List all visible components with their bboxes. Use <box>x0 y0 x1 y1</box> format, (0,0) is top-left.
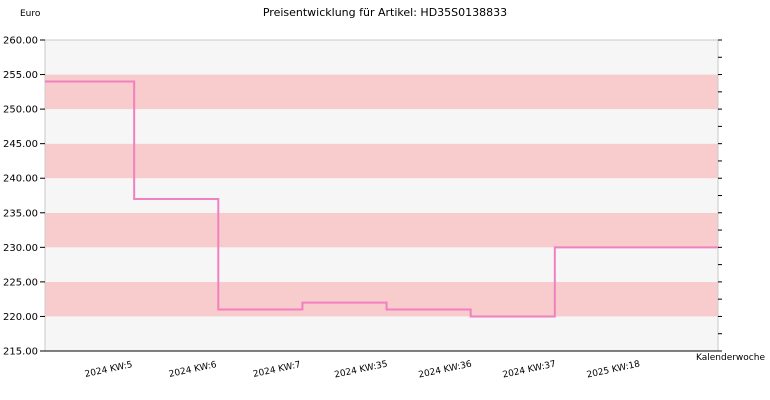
grid-band <box>45 316 718 351</box>
grid-band <box>45 74 718 110</box>
grid-band <box>45 178 718 213</box>
y-tick-label: 220.00 <box>3 312 38 323</box>
y-tick-label: 260.00 <box>3 36 38 47</box>
y-tick-label: 255.00 <box>3 70 38 81</box>
y-tick-label: 235.00 <box>3 208 38 219</box>
chart-title: Preisentwicklung für Artikel: HD35S01388… <box>263 6 507 19</box>
x-tick-label: 2024 KW:37 <box>502 360 557 381</box>
y-tick-label: 230.00 <box>3 243 38 254</box>
grid-band <box>45 40 718 75</box>
price-series-line <box>45 80 718 318</box>
background-bands <box>45 40 718 351</box>
y-tick-label: 225.00 <box>3 277 38 288</box>
grid-band <box>45 281 718 317</box>
grid-band <box>45 109 718 144</box>
y-tick-label: 215.00 <box>3 347 38 358</box>
x-tick-label: 2024 KW:5 <box>84 360 134 380</box>
x-tick-label: 2024 KW:7 <box>252 360 302 380</box>
y-tick-label: 245.00 <box>3 139 38 150</box>
grid-band <box>45 212 718 248</box>
y-axis-label: Euro <box>20 9 41 19</box>
x-tick-labels: 2024 KW:5 2024 KW:6 2024 KW:7 2024 KW:35 202… <box>84 359 641 380</box>
y-tick-label: 240.00 <box>3 174 38 185</box>
y-tick-label: 250.00 <box>3 105 38 116</box>
x-axis-label: Kalenderwoche <box>696 353 765 363</box>
y-tick-labels: 215.00 220.00 225.00 230.00 235.00 240.00 245.… <box>3 36 45 358</box>
grid-band <box>45 143 718 179</box>
grid-band <box>45 247 718 282</box>
x-tick-label: 2025 KW:18 <box>586 359 641 380</box>
x-tick-label: 2024 KW:6 <box>168 360 218 380</box>
x-tick-label: 2024 KW:35 <box>334 360 389 381</box>
x-tick-label: 2024 KW:36 <box>418 359 473 380</box>
right-minor-ticks <box>718 39 722 352</box>
